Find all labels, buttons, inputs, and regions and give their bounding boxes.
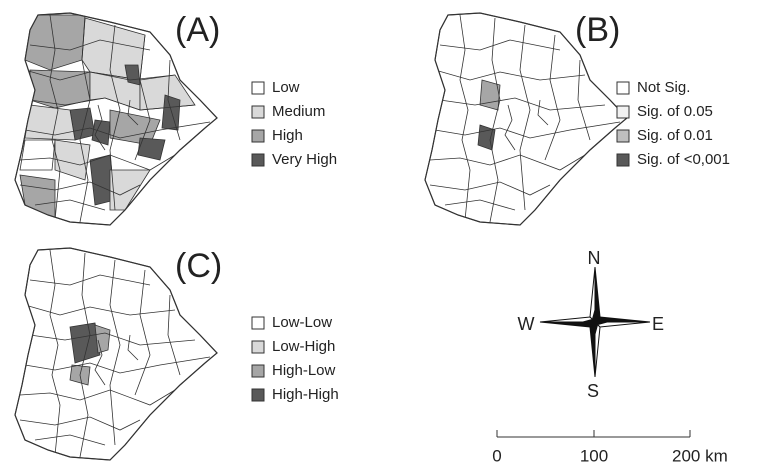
legend-swatch — [252, 389, 264, 401]
legend-swatch — [252, 317, 264, 329]
legend-swatch — [252, 341, 264, 353]
compass-west: W — [518, 314, 535, 334]
legend-label: Low — [272, 79, 300, 96]
panel-label: (A) — [175, 11, 220, 49]
compass-rose — [540, 267, 650, 377]
compass-south: S — [587, 381, 599, 401]
legend-swatch — [252, 106, 264, 118]
legend-label: High-High — [272, 386, 339, 403]
legend-swatch — [252, 82, 264, 94]
compass-east: E — [652, 314, 664, 334]
legend-swatch — [252, 365, 264, 377]
legend-swatch — [617, 154, 629, 166]
figure: N W E S 0 100 200 km (A) Low Medium High Ver… — [0, 0, 779, 471]
legend-label: Low-High — [272, 338, 335, 355]
scale-label: 0 — [492, 446, 501, 465]
legend-swatch — [617, 130, 629, 142]
scale-bar — [497, 430, 690, 437]
panel-label: (C) — [175, 247, 222, 285]
legend-label: Sig. of <0,001 — [637, 151, 730, 168]
legend-label: Medium — [272, 103, 325, 120]
legend-label: Not Sig. — [637, 79, 690, 96]
legend-label: High-Low — [272, 362, 336, 379]
legend-label: Low-Low — [272, 314, 332, 331]
legend-swatch — [252, 130, 264, 142]
legend-swatch — [617, 106, 629, 118]
legend-label: Sig. of 0.01 — [637, 127, 713, 144]
legend-label: Very High — [272, 151, 337, 168]
scale-label: 200 km — [672, 446, 728, 465]
legend-swatch — [252, 154, 264, 166]
legend-label: High — [272, 127, 303, 144]
panel-label: (B) — [575, 11, 620, 49]
legend-swatch — [617, 82, 629, 94]
scale-label: 100 — [580, 446, 608, 465]
legend-label: Sig. of 0.05 — [637, 103, 713, 120]
compass-north: N — [588, 248, 601, 268]
